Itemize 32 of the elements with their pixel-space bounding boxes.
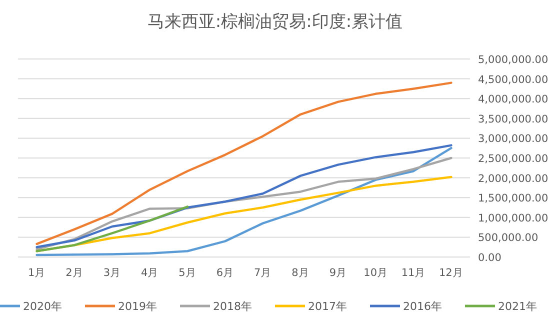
x-tick-label: 6月 xyxy=(216,267,234,279)
y-tick-label: 4,500,000.00 xyxy=(478,74,548,86)
legend-label: 2019年 xyxy=(118,300,157,313)
y-tick-label: 5,000,000.00 xyxy=(478,54,548,66)
legend-label: 2020年 xyxy=(23,300,62,313)
y-tick-label: 1,000,000.00 xyxy=(478,212,548,224)
line-series xyxy=(36,82,452,246)
y-tick-label: 0.00 xyxy=(478,252,502,264)
legend-label: 2016年 xyxy=(403,300,442,313)
chart-title: 马来西亚:棕榈油贸易:印度:累计值 xyxy=(147,12,403,32)
legend-label: 2017年 xyxy=(308,300,347,313)
legend-label: 2021年 xyxy=(498,300,537,313)
y-tick-label: 4,000,000.00 xyxy=(478,94,548,106)
x-tick-label: 10月 xyxy=(364,267,388,279)
y-tick-label: 500,000.00 xyxy=(478,232,538,244)
y-tick-label: 2,000,000.00 xyxy=(478,172,548,185)
x-tick-label: 5月 xyxy=(178,267,196,279)
y-tick-label: 3,000,000.00 xyxy=(478,133,548,146)
y-tick-label: 1,500,000.00 xyxy=(478,192,548,205)
y-tick-label: 2,500,000.00 xyxy=(478,153,548,165)
legend-label: 2018年 xyxy=(213,300,252,313)
x-tick-label: 9月 xyxy=(329,267,348,279)
y-tick-label: 3,500,000.00 xyxy=(478,113,548,126)
x-tick-label: 7月 xyxy=(254,267,272,279)
x-tick-label: 12月 xyxy=(438,267,464,279)
x-tick-label: 8月 xyxy=(292,267,310,279)
x-tick-label: 1月 xyxy=(28,267,46,279)
x-tick-label: 3月 xyxy=(103,267,122,279)
x-tick-label: 11月 xyxy=(401,267,426,279)
x-tick-label: 2月 xyxy=(66,267,84,279)
line-series xyxy=(36,206,189,252)
x-tick-label: 4月 xyxy=(140,267,159,279)
